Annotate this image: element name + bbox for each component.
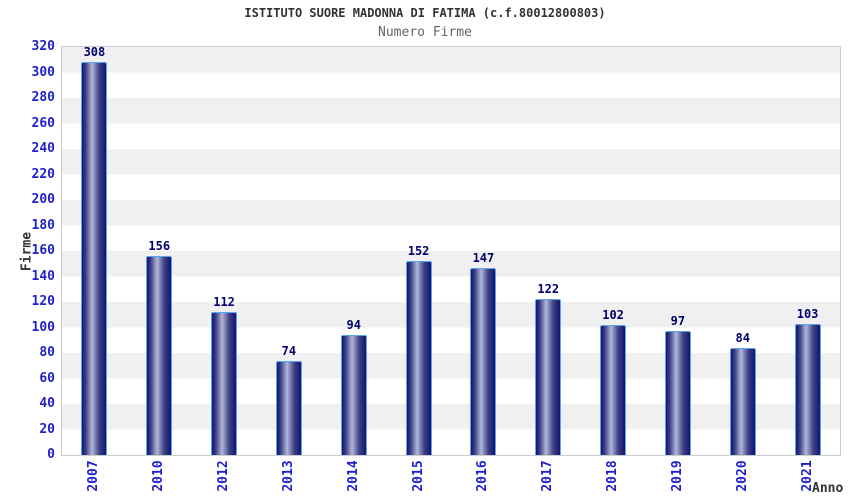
- x-tick-label: 2013: [280, 460, 296, 492]
- bar: [146, 256, 173, 455]
- bar-value-label: 156: [148, 239, 171, 254]
- bar: [211, 312, 238, 455]
- y-tick-label: 240: [31, 141, 55, 156]
- x-tick-label: 2017: [540, 460, 556, 492]
- y-tick-label: 100: [31, 319, 55, 335]
- x-tick-label: 2010: [151, 460, 167, 492]
- x-tick-label: 2007: [86, 460, 102, 492]
- bar-value-label: 103: [796, 306, 819, 321]
- y-axis-title: Firme: [19, 231, 35, 272]
- bar: [405, 261, 432, 455]
- y-tick-label: 220: [31, 166, 55, 182]
- bar-value-label: 97: [670, 314, 686, 329]
- y-tick-label: 140: [31, 268, 55, 284]
- plot-area: [61, 46, 841, 456]
- x-tick-label: 2015: [410, 460, 426, 492]
- x-axis-title: Anno: [812, 481, 844, 496]
- bar-value-label: 74: [281, 343, 297, 358]
- bar: [794, 323, 821, 455]
- y-tick-label: 160: [31, 243, 55, 258]
- y-tick-label: 260: [31, 115, 55, 131]
- y-tick-label: 280: [31, 90, 55, 105]
- bar: [535, 299, 562, 455]
- bar-value-label: 122: [537, 282, 560, 297]
- bar: [470, 267, 497, 455]
- bar-value-label: 84: [735, 330, 750, 345]
- bar-value-label: 102: [602, 307, 624, 322]
- y-tick-label: 80: [39, 345, 55, 360]
- x-tick-label: 2020: [734, 460, 750, 492]
- bar: [600, 324, 627, 455]
- x-tick-label: 2016: [475, 460, 491, 492]
- bar: [340, 335, 367, 455]
- x-tick-label: 2014: [345, 460, 361, 492]
- y-tick-label: 60: [39, 370, 55, 386]
- x-tick-label: 2019: [669, 460, 685, 492]
- y-tick-label: 120: [31, 294, 55, 309]
- y-tick-label: 180: [31, 217, 55, 233]
- y-tick-label: 20: [39, 421, 55, 437]
- y-tick-label: 200: [31, 192, 55, 207]
- bar: [275, 360, 302, 455]
- y-tick-label: 300: [31, 64, 55, 80]
- bar-value-label: 152: [407, 244, 430, 259]
- y-tick-label: 0: [47, 447, 55, 462]
- y-tick-label: 40: [39, 396, 55, 411]
- x-tick-label: 2012: [216, 460, 232, 492]
- bar-value-label: 147: [472, 250, 495, 265]
- chart-subtitle: Numero Firme: [378, 25, 472, 40]
- bar: [664, 331, 691, 455]
- x-tick-label: 2018: [605, 460, 621, 492]
- bar-value-label: 94: [346, 318, 361, 333]
- bar: [729, 347, 756, 455]
- y-tick-label: 320: [31, 39, 55, 54]
- bar-value-label: 112: [213, 295, 235, 310]
- bar-value-label: 308: [83, 45, 106, 60]
- chart-title: ISTITUTO SUORE MADONNA DI FATIMA (c.f.80…: [244, 6, 606, 20]
- bar: [81, 62, 108, 455]
